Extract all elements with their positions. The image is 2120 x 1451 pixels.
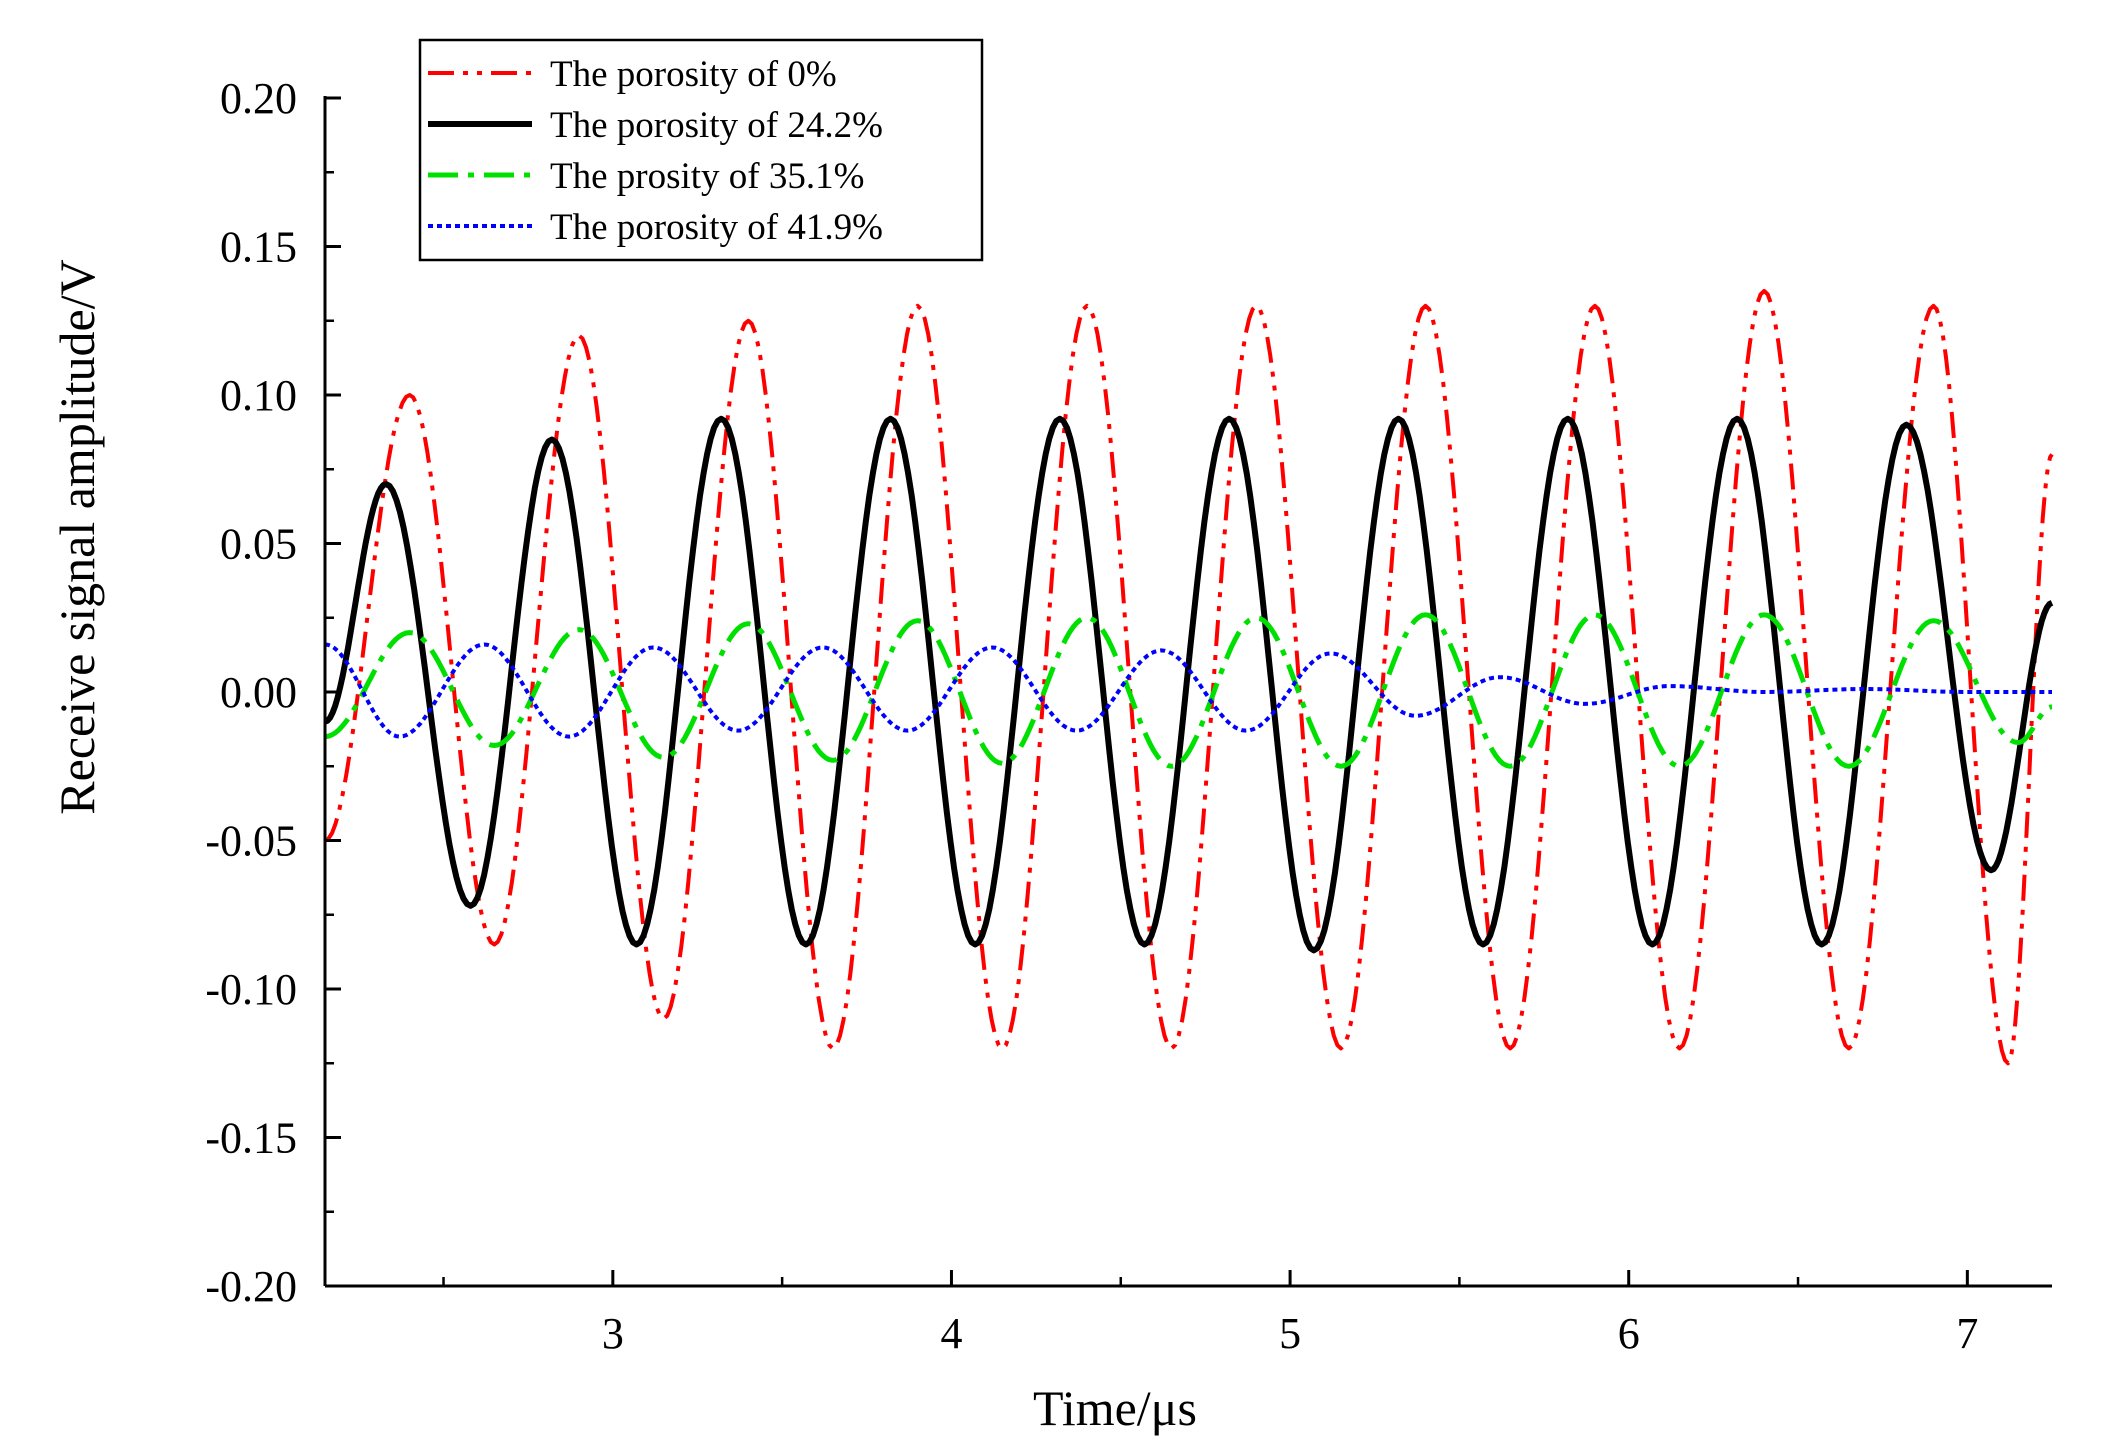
y-tick-label-0: -0.20 (205, 1262, 297, 1311)
y-tick-label-6: 0.10 (220, 371, 297, 420)
y-tick-label-8: 0.20 (220, 74, 297, 123)
x-tick-label-3: 6 (1618, 1309, 1640, 1358)
y-tick-label-7: 0.15 (220, 223, 297, 272)
axes-layer (323, 96, 2052, 1288)
y-tick-label-2: -0.10 (205, 965, 297, 1014)
y-tick-label-1: -0.15 (205, 1114, 297, 1163)
legend-box (418, 38, 984, 262)
y-tick-label-4: 0.00 (220, 668, 297, 717)
x-tick-label-4: 7 (1956, 1309, 1978, 1358)
x-tick-label-2: 5 (1279, 1309, 1301, 1358)
y-tick-label-3: -0.05 (205, 817, 297, 866)
legend: The porosity of 0% The porosity of 24.2% T… (418, 38, 984, 262)
legend-label-1: The porosity of 24.2% (550, 105, 883, 146)
legend-label-3: The porosity of 41.9% (550, 207, 883, 248)
legend-label-2: The prosity of 35.1% (550, 156, 864, 197)
series-line-3 (324, 642, 2052, 739)
legend-label-0: The porosity of 0% (550, 54, 837, 95)
x-axis-title: Time/μs (1033, 1380, 1197, 1436)
labels-layer: -0.20 -0.15 -0.10 -0.05 0.00 0.05 0.10 0.15 0.20… (205, 74, 1978, 1358)
x-tick-label-0: 3 (602, 1309, 624, 1358)
series-line-0 (324, 289, 2054, 1066)
series-line-1 (323, 415, 2054, 954)
y-tick-label-5: 0.05 (220, 520, 297, 569)
series-layer (323, 289, 2054, 1066)
series-line-2 (324, 612, 2054, 769)
x-tick-label-1: 4 (940, 1309, 962, 1358)
y-axis-title: Receive signal amplitude/V (49, 259, 105, 814)
